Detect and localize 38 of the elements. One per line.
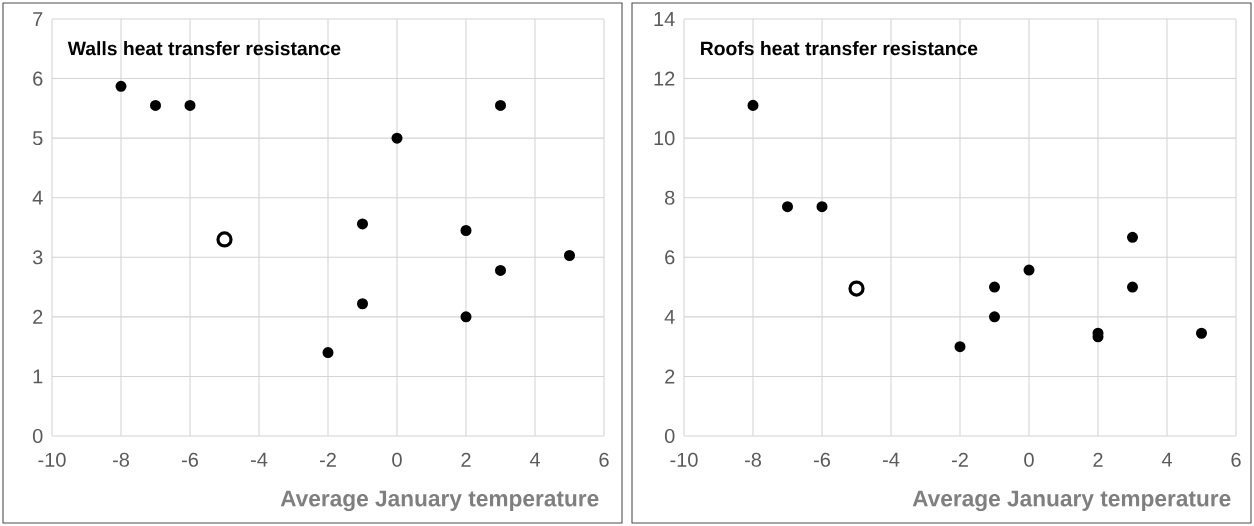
y-tick-label: 12 bbox=[654, 71, 675, 86]
x-axis-title: Average January temperature bbox=[280, 490, 599, 512]
x-tick-label: -4 bbox=[250, 452, 268, 467]
x-tick-label: 0 bbox=[392, 452, 402, 467]
x-tick-label: 4 bbox=[1161, 452, 1172, 467]
x-tick-label: -8 bbox=[112, 452, 130, 467]
text: Roofs heat transfer resistance bbox=[701, 41, 978, 56]
x-tick-label: 2 bbox=[461, 452, 471, 467]
x-tick-label: -10 bbox=[38, 452, 66, 467]
x-tick-label: 6 bbox=[599, 452, 609, 467]
x-tick-label: 2 bbox=[1093, 452, 1103, 467]
y-tick-label: 5 bbox=[32, 131, 43, 146]
x-tick-label: -10 bbox=[670, 452, 698, 467]
y-tick-label: 10 bbox=[654, 131, 675, 146]
x-tick-label: -4 bbox=[882, 452, 900, 467]
y-tick-label: 0 bbox=[664, 428, 675, 444]
y-tick-label: 2 bbox=[665, 369, 675, 384]
x-tick-label: -6 bbox=[181, 452, 199, 467]
y-tick-label: 3 bbox=[32, 250, 43, 265]
y-tick-label: 6 bbox=[665, 250, 675, 265]
y-tick-label: 2 bbox=[33, 309, 43, 324]
x-tick-label: 4 bbox=[529, 452, 540, 467]
x-tick-label: -8 bbox=[744, 452, 762, 467]
y-tick-label: 14 bbox=[654, 12, 675, 26]
y-tick-label: 6 bbox=[33, 71, 43, 86]
y-tick-label: 7 bbox=[33, 12, 43, 26]
y-tick-label: 4 bbox=[664, 309, 675, 324]
y-tick-label: 8 bbox=[665, 190, 675, 205]
x-tick-label: 0 bbox=[1024, 452, 1034, 467]
text: Walls heat transfer resistance bbox=[67, 41, 341, 56]
y-tick-label: 1 bbox=[33, 369, 43, 384]
y-tick-label: 0 bbox=[32, 428, 43, 444]
x-tick-label: -2 bbox=[319, 452, 336, 467]
x-tick-label: 6 bbox=[1231, 452, 1241, 467]
x-axis-title: Average January temperature bbox=[912, 490, 1231, 512]
x-tick-label: -2 bbox=[951, 452, 968, 467]
y-tick-label: 4 bbox=[32, 190, 43, 205]
x-tick-label: -6 bbox=[813, 452, 831, 467]
